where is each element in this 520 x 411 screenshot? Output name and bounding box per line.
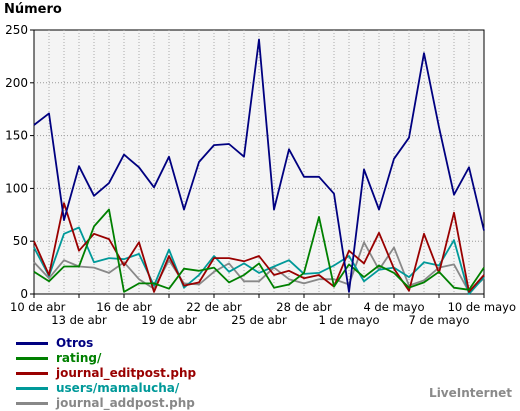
series-line	[33, 202, 485, 293]
series-line	[33, 226, 485, 295]
x-tick-label: 16 de abr	[96, 300, 152, 314]
legend-label: journal_editpost.php	[56, 366, 197, 380]
x-tick-label: 28 de abr	[276, 300, 332, 314]
x-tick-label: 10 de mayo	[448, 300, 516, 314]
legend-swatch	[16, 372, 48, 375]
legend-swatch	[16, 402, 48, 405]
x-tick-label: 25 de abr	[231, 313, 287, 327]
legend-swatch	[16, 342, 48, 345]
y-tick-label: 250	[5, 23, 28, 37]
series-line	[33, 241, 485, 293]
grid	[34, 30, 484, 294]
x-tick-label: 10 de abr	[10, 300, 66, 314]
series-line	[33, 208, 485, 293]
x-tick-label: 22 de abr	[186, 300, 242, 314]
y-tick-label: 150	[5, 129, 28, 143]
x-tick-label: 19 de abr	[141, 313, 197, 327]
x-tick-label: 1 de mayo	[318, 313, 379, 327]
legend-label: Otros	[56, 336, 94, 350]
y-axis-title: Número	[4, 2, 62, 17]
y-tick-label: 100	[5, 181, 28, 195]
legend-label: journal_addpost.php	[56, 396, 195, 410]
y-tick-label: 0	[20, 287, 28, 301]
series-line	[33, 38, 485, 293]
legend-label: rating/	[56, 351, 102, 365]
y-tick-label: 50	[13, 234, 28, 248]
series-lines	[33, 38, 485, 295]
legend-swatch	[16, 387, 48, 390]
x-tick-label: 7 de mayo	[408, 313, 469, 327]
y-tick-label: 200	[5, 76, 28, 90]
legend-swatch	[16, 357, 48, 360]
x-tick-label: 13 de abr	[51, 313, 107, 327]
brand-label: LiveInternet	[429, 386, 512, 400]
legend-label: users/mamalucha/	[56, 381, 180, 395]
x-tick-label: 4 de mayo	[363, 300, 424, 314]
